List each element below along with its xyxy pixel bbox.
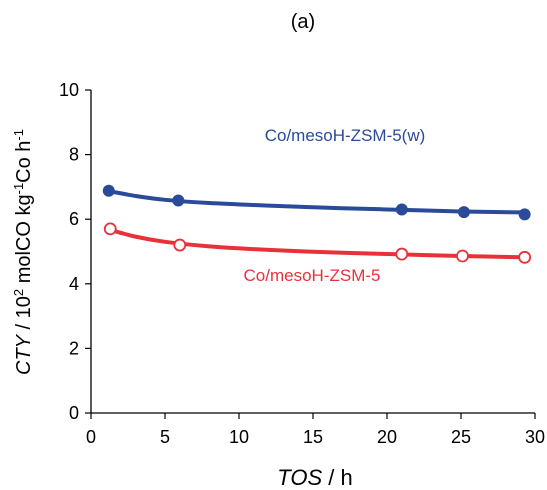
- annotations: Co/mesoH-ZSM-5(w) Co/mesoH-ZSM-5: [244, 126, 426, 285]
- y-label-superscript: -1: [11, 129, 26, 141]
- x-tick-label: 10: [229, 427, 249, 447]
- fit-curve-series-2: [106, 227, 527, 260]
- y-tick-label: 0: [69, 403, 79, 423]
- y-tick-label: 4: [69, 274, 79, 294]
- data-point-series-2: [395, 247, 409, 261]
- data-point-series-2: [173, 238, 187, 252]
- x-tick-label: 0: [86, 427, 96, 447]
- y-tick-label: 6: [69, 209, 79, 229]
- y-label-superscript: -1: [11, 183, 26, 195]
- series-label-2: Co/mesoH-ZSM-5: [244, 266, 381, 285]
- x-tick-label: 5: [160, 427, 170, 447]
- axes: 0 5 10 15 20 25 30 0 2 4 6 8 10: [59, 80, 545, 447]
- x-tick-label: 30: [525, 427, 545, 447]
- x-label-italic: TOS: [277, 465, 322, 490]
- y-label-part: Co h: [13, 141, 35, 183]
- y-tick-label: 10: [59, 80, 79, 100]
- x-tick-label: 25: [451, 427, 471, 447]
- x-axis-label: TOS / h: [277, 465, 352, 490]
- data-point-series-1: [172, 194, 185, 207]
- data-point-series-1: [518, 208, 531, 221]
- y-label-part: / 10: [13, 296, 35, 335]
- data-point-series-2: [103, 222, 117, 236]
- y-tick-label: 8: [69, 145, 79, 165]
- x-label-unit: / h: [322, 465, 353, 490]
- y-label-superscript: 2: [11, 289, 26, 296]
- x-tick-label: 20: [377, 427, 397, 447]
- data-point-series-1: [102, 184, 115, 197]
- series-layer: [102, 184, 532, 264]
- fit-curve-series-1: [106, 189, 527, 215]
- y-tick-label: 2: [69, 338, 79, 358]
- series-label-1: Co/mesoH-ZSM-5(w): [265, 126, 426, 145]
- chart-title: (a): [291, 11, 315, 33]
- y-label-part: molCO kg: [13, 194, 35, 288]
- data-point-series-2: [518, 250, 532, 264]
- x-tick-label: 15: [303, 427, 323, 447]
- data-point-series-1: [395, 203, 408, 216]
- y-label-italic: CTY: [13, 333, 35, 375]
- y-axis-label: CTY / 102 molCO kg-1Co h-1: [11, 129, 36, 375]
- data-point-series-2: [456, 249, 469, 263]
- data-point-series-1: [457, 206, 470, 219]
